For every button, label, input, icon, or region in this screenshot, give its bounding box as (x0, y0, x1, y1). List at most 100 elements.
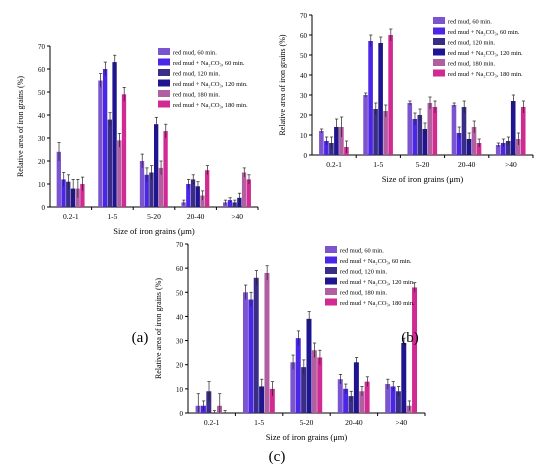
y-tick-label: 40 (300, 72, 308, 80)
bar (451, 105, 457, 155)
y-tick-label: 70 (176, 241, 184, 249)
bar (324, 141, 329, 155)
legend-label: red mud + Na₂CO₃, 180 min. (340, 300, 415, 307)
bar (253, 277, 259, 413)
bar (317, 357, 323, 413)
x-tick-label: 0.2-1 (63, 212, 79, 221)
bar (466, 139, 472, 155)
bar (385, 384, 391, 413)
y-tick-label: 40 (38, 112, 46, 120)
bar (339, 127, 344, 155)
x-tick-label: 0.2-1 (326, 160, 342, 169)
bar (259, 386, 265, 413)
legend-label: red mud, 180 min. (340, 290, 387, 297)
bar (66, 181, 71, 207)
bar (241, 172, 247, 207)
legend-label: red mud + Na₂CO₃, 180 min. (448, 71, 523, 78)
bar (246, 179, 251, 207)
bar (306, 318, 312, 413)
x-tick-label: >40 (505, 160, 517, 169)
x-axis-title: Size of iron grains (μm) (266, 432, 348, 442)
bar (432, 107, 438, 155)
bar (163, 131, 168, 207)
bar (456, 133, 462, 155)
bar (56, 151, 61, 207)
legend-swatch (158, 90, 170, 97)
legend-label: red mud + Na₂CO₃, 120 min. (340, 279, 415, 286)
panel-label-b: (b) (401, 330, 419, 346)
y-axis-title: Relative area of iron grains (%) (154, 278, 163, 379)
legend-swatch (433, 38, 445, 45)
chart-panel-a: 0 10 20 30 40 50 60 70 0.2-1 1-5 5-20 20-40 >40 Size … (16, 43, 259, 236)
legend-swatch (433, 17, 445, 24)
legend-swatch (325, 277, 337, 285)
y-tick-label: 50 (38, 89, 46, 97)
x-tick-label: 0.2-1 (204, 418, 220, 427)
bar (363, 95, 368, 155)
y-tick-label: 20 (176, 362, 184, 370)
x-tick-label: 20-40 (187, 212, 205, 221)
bar (334, 127, 339, 155)
chart-panel-c: 0 10 20 30 40 50 60 70 0.2-1 1-5 5-20 20-40 >40 Size … (154, 241, 426, 442)
bar (390, 386, 396, 413)
panel-label-a: (a) (132, 330, 149, 346)
x-tick-label: >40 (395, 418, 407, 427)
legend-label: red mud + Na₂CO₃, 60 min. (448, 29, 520, 36)
bar (311, 350, 317, 413)
bar (248, 299, 254, 413)
bar (510, 101, 516, 155)
y-tick-label: 50 (300, 52, 308, 60)
chart-panel-b: 0 10 20 30 40 50 60 70 0.2-1 1-5 5-20 20-40 >40 Size … (278, 12, 534, 184)
legend-label: red mud, 60 min. (173, 50, 217, 57)
y-tick-label: 10 (38, 181, 46, 189)
legend-swatch (325, 298, 337, 306)
bar (427, 103, 433, 155)
legend-swatch (158, 100, 170, 108)
bar (495, 145, 501, 155)
bar (364, 381, 370, 413)
legend-label: red mud, 120 min. (173, 71, 220, 78)
legend-label: red mud + Na₂CO₃, 60 min. (173, 60, 245, 67)
bar (190, 179, 196, 207)
bar (158, 167, 164, 207)
bar (195, 186, 200, 207)
x-tick-label: 1-5 (254, 418, 264, 427)
legend-label: red mud + Na₂CO₃, 180 min. (173, 102, 248, 109)
y-tick-label: 10 (176, 386, 184, 394)
bar (476, 143, 482, 155)
legend-swatch (158, 58, 170, 66)
bar (417, 115, 423, 155)
y-tick-label: 30 (38, 135, 46, 143)
x-tick-label: 5-20 (416, 160, 430, 169)
legend-swatch (325, 267, 337, 274)
y-tick-label: 30 (176, 338, 184, 346)
y-tick-label: 40 (176, 313, 184, 321)
bar (61, 179, 66, 207)
bar (461, 107, 467, 155)
bar (407, 103, 413, 155)
x-axis-title: Size of iron grains (μm) (113, 226, 195, 236)
legend-label: red mud + Na₂CO₃, 60 min. (340, 258, 412, 265)
y-axis-title: Relative area of iron grains (%) (16, 76, 25, 177)
bar (154, 124, 159, 207)
legend-swatch (433, 59, 445, 66)
bar (348, 396, 354, 413)
legend-swatch (325, 288, 337, 295)
bar (383, 111, 388, 155)
x-axis-title: Size of iron grains (μm) (382, 174, 464, 184)
bar (337, 379, 343, 413)
bar (520, 107, 526, 155)
legend-label: red mud, 60 min. (448, 19, 492, 26)
bar (144, 174, 149, 207)
legend-swatch (433, 48, 445, 56)
bar (205, 170, 210, 207)
y-tick-label: 0 (42, 204, 46, 212)
y-tick-label: 70 (300, 12, 308, 20)
bar (515, 139, 521, 155)
panel-label-c: (c) (269, 449, 286, 465)
bar (388, 35, 393, 155)
bar (139, 161, 145, 207)
x-tick-label: >40 (231, 212, 243, 221)
bar (186, 184, 191, 207)
